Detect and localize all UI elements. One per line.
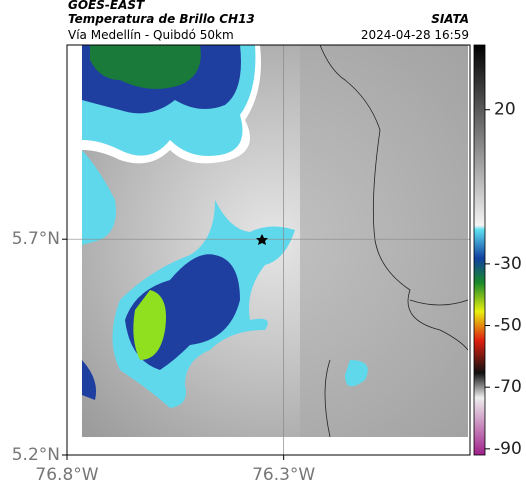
colorbar: [473, 44, 486, 456]
title: Temperatura de Brillo CH13: [68, 12, 255, 26]
x-tick-label: 76.3°W: [252, 465, 315, 485]
y-tick-label: 5.2°N: [12, 445, 60, 465]
x-tick-label: 76.8°W: [35, 465, 98, 485]
colorbar-tick-label: 20: [494, 100, 516, 120]
colorbar-tick-label: -70: [494, 377, 522, 397]
y-tick-label: 5.7°N: [12, 229, 60, 249]
map-frame: [66, 44, 471, 456]
timestamp: 2024-04-28 16:59: [361, 28, 469, 42]
colorbar-tick-label: -50: [494, 316, 522, 336]
location-marker: [256, 234, 268, 245]
agency: SIATA: [431, 12, 469, 26]
header: GOES-EAST Temperatura de Brillo CH13 SIA…: [68, 0, 469, 42]
satellite-image: [82, 44, 469, 438]
colorbar-tick-label: -30: [494, 254, 522, 274]
subtitle: Vía Medellín - Quibdó 50km: [68, 28, 234, 42]
colorbar-tick-label: -90: [494, 439, 522, 459]
source: GOES-EAST: [68, 0, 145, 12]
